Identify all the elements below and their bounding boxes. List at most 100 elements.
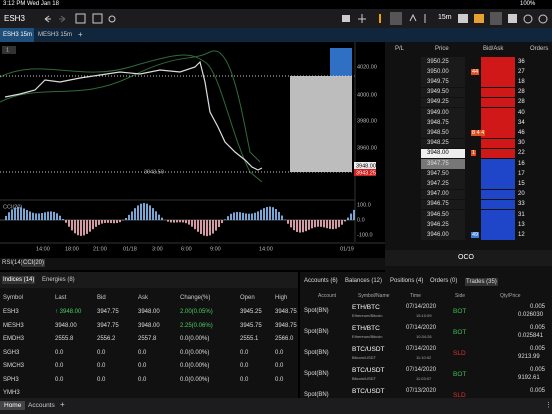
dom-size-cell[interactable] xyxy=(481,87,515,98)
dom-header: Orders xyxy=(530,46,549,52)
dom-price-cell xyxy=(421,77,465,87)
grid-icon[interactable] xyxy=(92,13,103,24)
dom-size-cell[interactable] xyxy=(481,77,515,87)
indicator-bar xyxy=(317,220,319,227)
watch-cell[interactable]: SPH3 xyxy=(3,376,19,383)
indicator-bar xyxy=(341,220,343,225)
indicator-bar xyxy=(305,220,307,232)
time-label: 6:00 xyxy=(181,246,192,252)
footer-tab[interactable]: Accounts xyxy=(28,402,55,409)
indicator-bar xyxy=(212,220,214,234)
indicator-bar xyxy=(347,217,349,220)
template-icon[interactable] xyxy=(75,13,86,24)
watch-tab[interactable]: Indices (14) xyxy=(2,276,36,284)
indicator-bar xyxy=(80,220,82,236)
dom-size-cell[interactable] xyxy=(481,108,515,118)
indicator-bar xyxy=(257,211,259,220)
dom-size-cell[interactable] xyxy=(481,67,515,77)
account-tab[interactable]: Positions (4) xyxy=(390,278,424,284)
dom-size-cell[interactable] xyxy=(481,179,515,189)
price-label: 3960.00 xyxy=(357,145,377,151)
dom-size-cell[interactable] xyxy=(481,230,515,240)
layout-icon[interactable] xyxy=(458,14,468,23)
price-icon[interactable] xyxy=(390,12,402,25)
add-footer-tab[interactable]: + xyxy=(60,400,65,409)
dom-size-cell[interactable] xyxy=(481,57,515,67)
watch-cell: 3948.00 xyxy=(138,309,160,315)
color-icon[interactable] xyxy=(474,14,484,23)
chart-tab[interactable]: MESH3 15m xyxy=(38,32,73,38)
share-icon[interactable] xyxy=(108,15,116,23)
dom-size-cell[interactable] xyxy=(481,138,515,149)
tab-bar xyxy=(0,272,298,288)
dom-price: 3947.25 xyxy=(427,180,449,187)
more-button[interactable]: ⋮ xyxy=(545,402,552,409)
dom-size-cell[interactable] xyxy=(481,189,515,200)
trade-side: SLD xyxy=(453,392,466,399)
footer-tab[interactable]: Home xyxy=(0,401,26,410)
draw-icon[interactable] xyxy=(342,15,350,22)
redo-icon[interactable] xyxy=(59,15,66,23)
trade-qty: 0.005 xyxy=(530,388,546,394)
indicator-bar xyxy=(152,208,154,220)
watch-cell[interactable]: SGH3 xyxy=(3,349,20,356)
watch-cell[interactable]: EMDH3 xyxy=(3,336,25,342)
account-tab[interactable]: Accounts (6) xyxy=(304,278,338,284)
chart-tab[interactable]: ESH3 15m xyxy=(3,32,33,38)
dom-size-cell[interactable] xyxy=(481,97,515,108)
indicator-bars xyxy=(5,203,355,237)
indicator-bar xyxy=(314,220,316,228)
dom-size-cell[interactable] xyxy=(481,128,515,138)
dom-size-cell[interactable] xyxy=(481,148,515,159)
interval-button[interactable]: 15m xyxy=(438,14,452,21)
watch-cell: 3945.75 xyxy=(240,322,262,329)
indicator-bar xyxy=(140,203,142,220)
watch-tab[interactable]: Energies (8) xyxy=(42,277,75,283)
panel-icon[interactable] xyxy=(508,14,517,23)
history-icon[interactable] xyxy=(523,14,533,24)
watch-cell[interactable]: ESH3 xyxy=(3,309,19,315)
indicator-bar xyxy=(293,220,295,231)
watch-cell[interactable]: MESH3 xyxy=(3,322,24,329)
account-tab[interactable]: Balances (12) xyxy=(345,278,383,284)
indicator-label: 0.0 xyxy=(357,217,365,223)
time-label: 14:00 xyxy=(36,246,50,252)
account-tab[interactable]: Orders (0) xyxy=(430,278,458,284)
dom-orders[interactable]: 1 xyxy=(471,150,477,157)
add-tab[interactable]: + xyxy=(78,30,83,39)
watch-cell: ↑ 3948.00 xyxy=(55,309,82,315)
dom-size-cell[interactable] xyxy=(481,210,515,220)
dom-size-cell[interactable] xyxy=(481,220,515,230)
watch-cell[interactable]: YMH3 xyxy=(3,390,20,396)
dom-size-cell[interactable] xyxy=(481,199,515,210)
account-tab[interactable]: Trades (35) xyxy=(465,278,498,286)
dom-price-cell xyxy=(421,128,465,138)
watch-cell[interactable]: SMCH3 xyxy=(3,363,25,369)
account-panel: Accounts (6) Balances (12) Positions (4) Or… xyxy=(300,272,552,402)
settings-icon[interactable] xyxy=(538,14,548,24)
undo-icon[interactable] xyxy=(44,15,51,23)
table-icon[interactable] xyxy=(490,12,502,25)
dom-size-cell[interactable] xyxy=(481,169,515,179)
indicator-bar xyxy=(209,220,211,236)
study-tab[interactable]: CCI(20) xyxy=(22,259,46,267)
time-label: 9:00 xyxy=(210,246,221,252)
indicator-bar xyxy=(89,220,91,232)
study-icon[interactable] xyxy=(409,13,417,22)
dom-orders[interactable]: 8 4 4 xyxy=(471,129,486,136)
dom-price-cell xyxy=(421,169,465,179)
indicator-bar xyxy=(248,213,250,220)
dom-price-cell xyxy=(421,67,465,77)
dom-size-cell[interactable] xyxy=(481,159,515,169)
dom-orders[interactable]: 49 xyxy=(471,231,480,238)
symbol-button[interactable]: ESH3 xyxy=(4,14,25,23)
study-tab[interactable]: RSI(14) xyxy=(2,260,23,266)
dom-size-cell[interactable] xyxy=(481,118,515,128)
indicator-bar xyxy=(254,212,256,220)
dom-orders[interactable]: 44 xyxy=(471,68,480,75)
trade-price: 0.025841 xyxy=(518,333,544,339)
watch-cell: 2.00(0.05%) xyxy=(180,309,213,315)
indicator-bar xyxy=(143,203,145,220)
oco-button[interactable]: OCO xyxy=(458,254,474,261)
crosshair-icon[interactable] xyxy=(358,14,366,23)
